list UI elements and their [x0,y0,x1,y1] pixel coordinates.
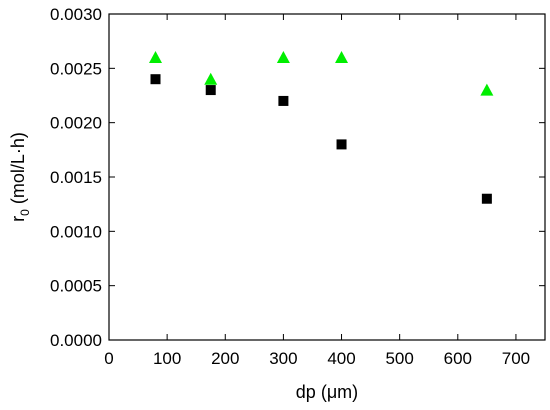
x-axis: 0 100 200 300 400 500 600 700 [104,14,530,368]
data-point-triangle [335,50,349,63]
x-tick-label: 700 [502,349,530,368]
y-axis-title: r0 (mol/L·h) [8,132,32,222]
y-tick-label: 0.0020 [50,114,102,133]
x-tick-label: 600 [444,349,472,368]
y-tick-label: 0.0025 [50,59,102,78]
x-tick-label: 0 [104,349,113,368]
data-point-square [150,74,161,85]
data-points [149,50,494,204]
data-point-square [481,193,492,204]
y-axis-title-suffix: (mol/L·h) [8,132,28,209]
y-axis: 0.0000 0.0005 0.0010 0.0015 0.0020 0.0025 0.00… [50,5,545,350]
x-tick-label: 500 [385,349,413,368]
data-point-triangle [204,72,218,85]
x-tick-label: 200 [211,349,239,368]
x-tick-label: 100 [153,349,181,368]
data-point-triangle [480,83,494,96]
data-point-triangle [276,50,290,63]
y-axis-title-prefix: r [8,216,28,222]
y-tick-label: 0.0015 [50,168,102,187]
x-axis-title: dp (μm) [296,382,358,402]
x-tick-label: 300 [269,349,297,368]
data-point-triangle [149,50,163,63]
data-point-square [205,85,216,96]
y-tick-label: 0.0000 [50,331,102,350]
y-tick-label: 0.0010 [50,222,102,241]
y-tick-label: 0.0030 [50,5,102,24]
y-tick-label: 0.0005 [50,277,102,296]
plot-frame [108,13,546,341]
x-tick-label: 400 [327,349,355,368]
data-point-square [336,139,347,150]
data-point-square [278,95,289,106]
y-axis-title-subscript: 0 [18,209,32,216]
